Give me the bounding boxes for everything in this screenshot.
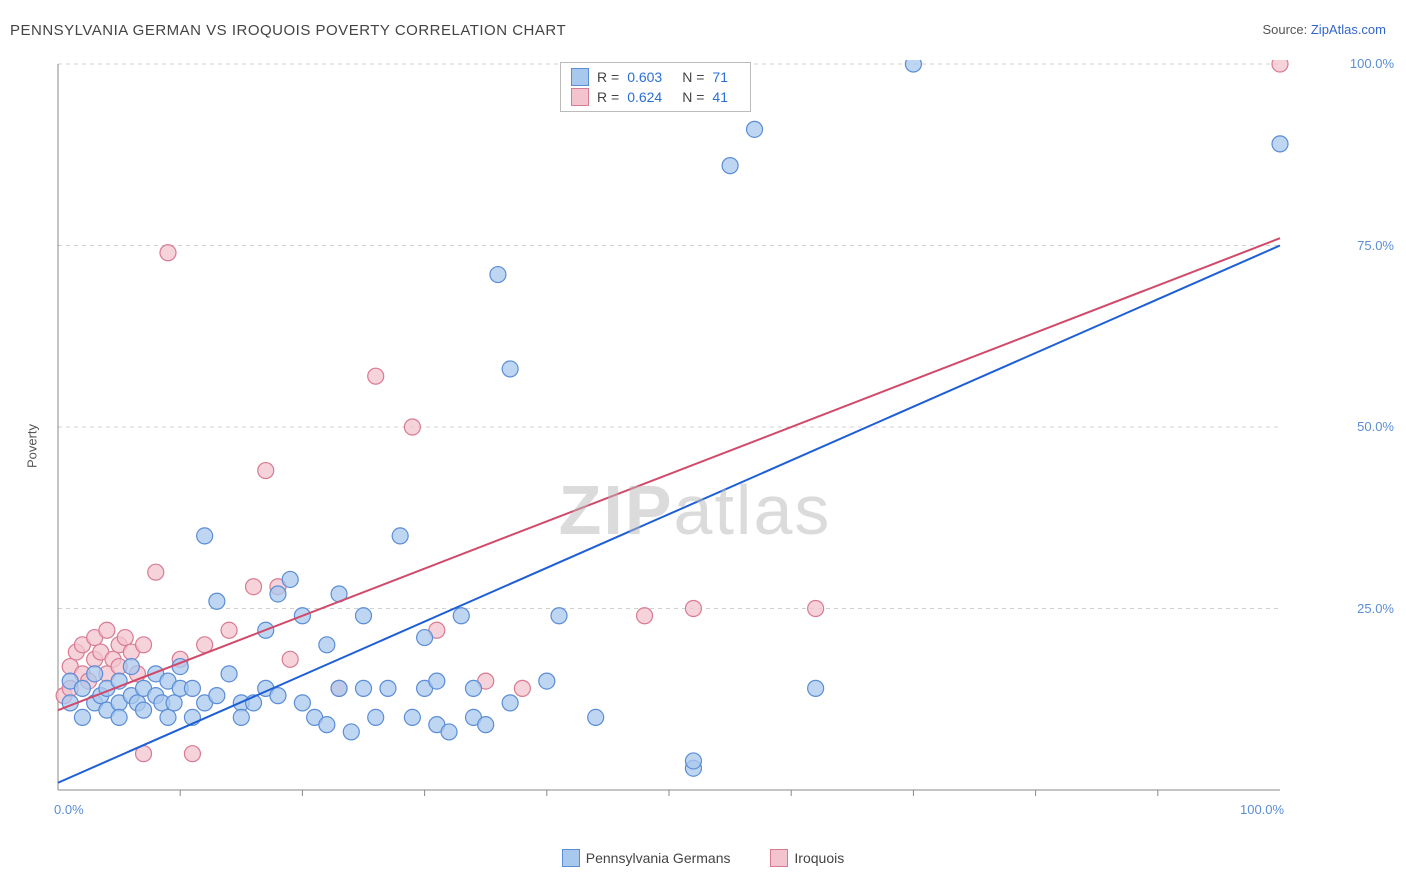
plot-area: ZIPatlas [50,60,1340,830]
n-value-pg: 71 [712,69,728,85]
legend-swatch-iq [770,849,788,867]
x-tick-0: 0.0% [54,802,84,817]
chart-title: PENNSYLVANIA GERMAN VS IROQUOIS POVERTY … [10,22,566,39]
n-label-pg: N = [682,69,704,85]
y-tick-25: 25.0% [1357,601,1394,616]
x-tick-100: 100.0% [1240,802,1284,817]
y-axis-label: Poverty [25,424,40,468]
y-tick-75: 75.0% [1357,238,1394,253]
legend-label-iq: Iroquois [794,850,844,866]
r-value-iq: 0.624 [627,89,662,105]
corr-row-pg: R = 0.603 N = 71 [571,67,740,87]
source-link[interactable]: ZipAtlas.com [1311,22,1386,37]
chart-container: PENNSYLVANIA GERMAN VS IROQUOIS POVERTY … [0,0,1406,892]
legend-item-iq: Iroquois [770,849,844,867]
source-prefix: Source: [1262,22,1310,37]
y-tick-100: 100.0% [1350,56,1394,71]
corr-row-iq: R = 0.624 N = 41 [571,87,740,107]
swatch-pg [571,68,589,86]
legend-label-pg: Pennsylvania Germans [586,850,731,866]
r-label-pg: R = [597,69,619,85]
correlation-legend: R = 0.603 N = 71 R = 0.624 N = 41 [560,62,751,112]
source-attribution: Source: ZipAtlas.com [1262,22,1386,37]
r-label-iq: R = [597,89,619,105]
r-value-pg: 0.603 [627,69,662,85]
legend-item-pg: Pennsylvania Germans [562,849,731,867]
n-value-iq: 41 [712,89,728,105]
legend-swatch-pg [562,849,580,867]
n-label-iq: N = [682,89,704,105]
plot-svg [50,60,1340,830]
series-legend: Pennsylvania Germans Iroquois [0,849,1406,870]
y-tick-50: 50.0% [1357,419,1394,434]
swatch-iq [571,88,589,106]
